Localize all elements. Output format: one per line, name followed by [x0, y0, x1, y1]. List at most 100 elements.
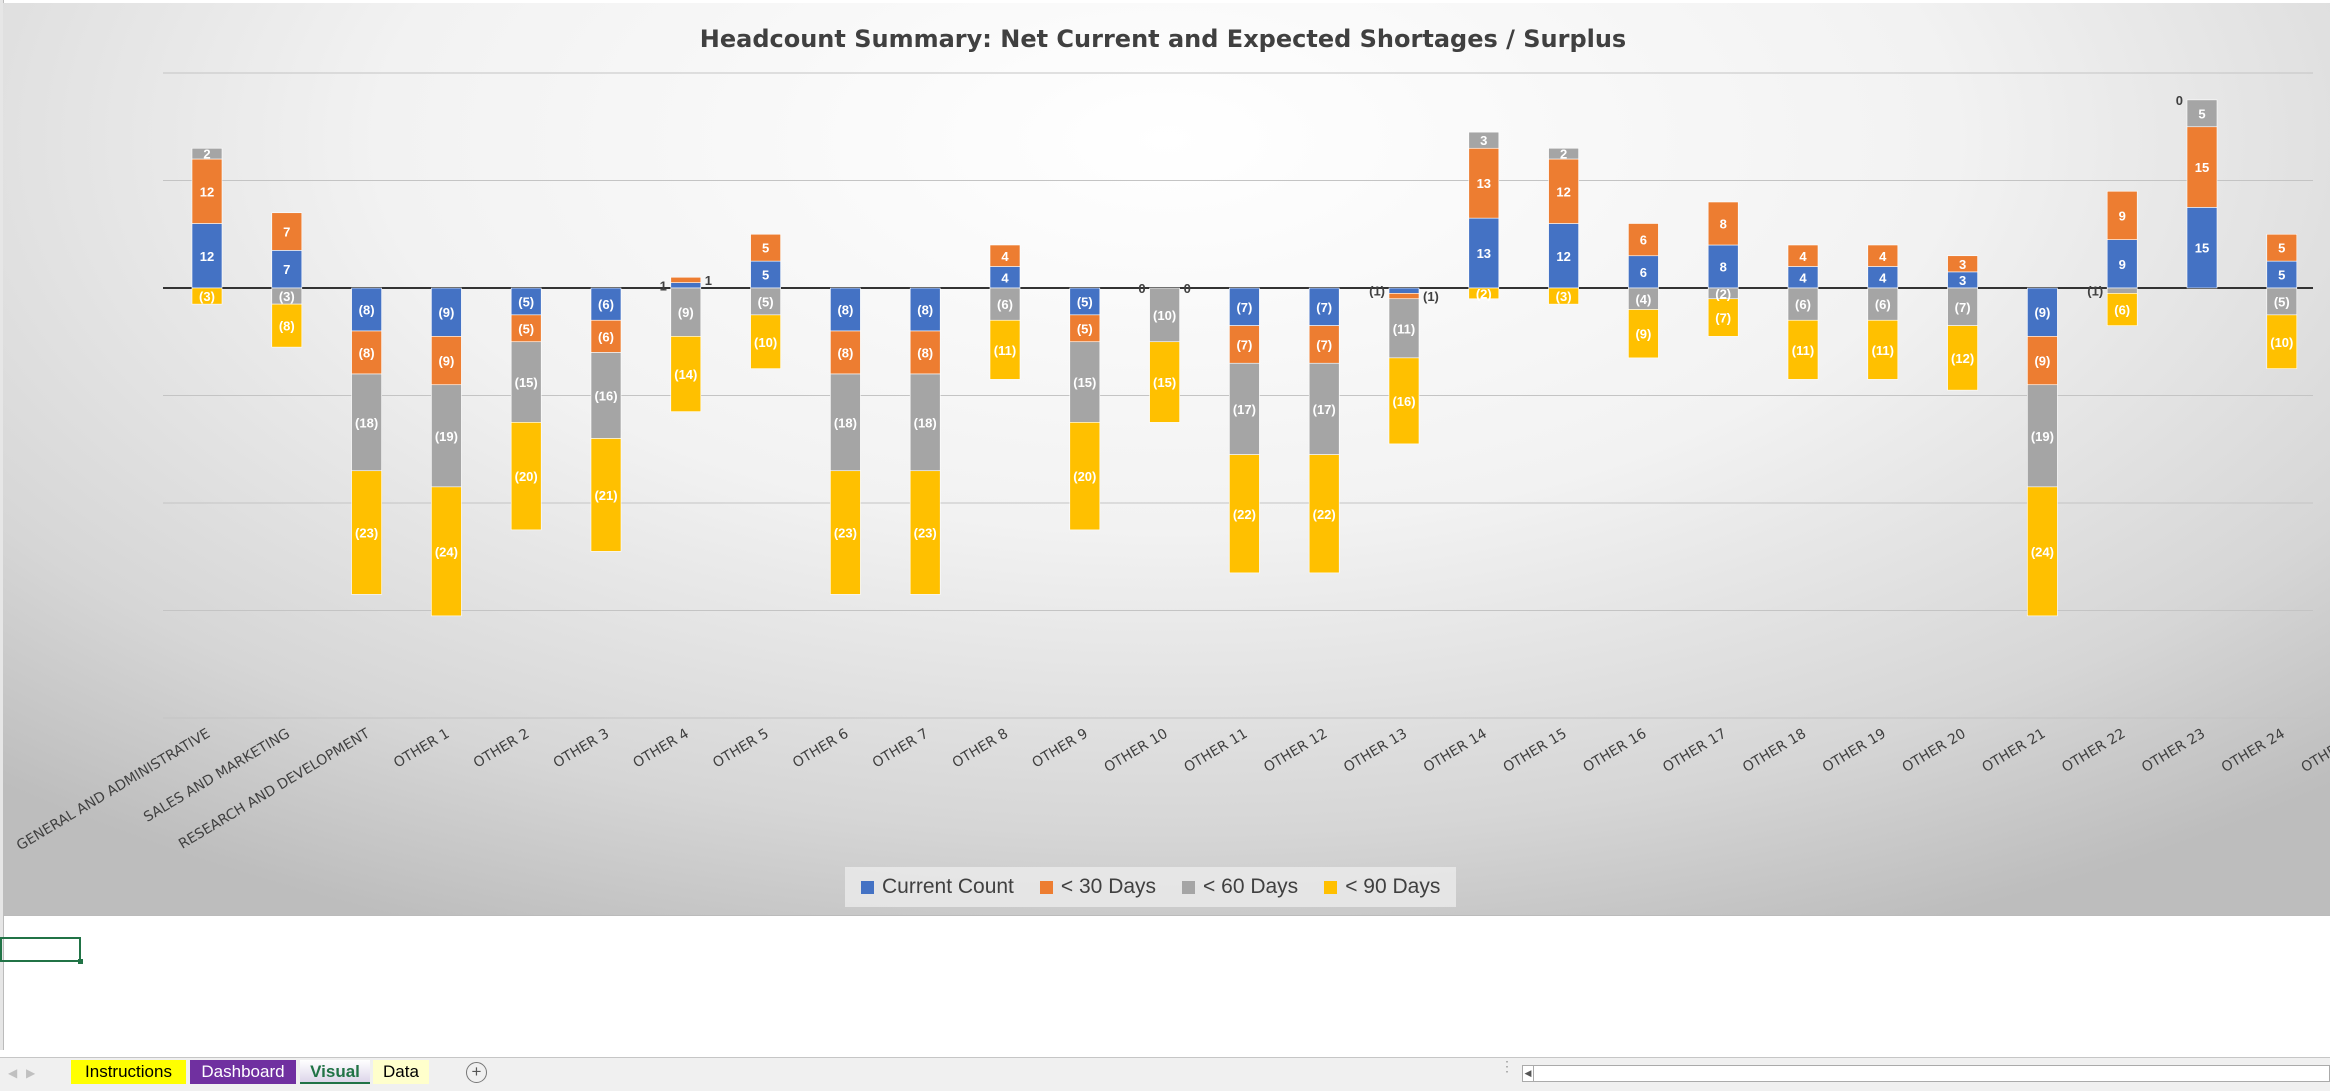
add-sheet-button[interactable]: + [466, 1062, 487, 1083]
bar-segment[interactable] [191, 158, 223, 224]
bar-segment[interactable] [1548, 287, 1579, 305]
bar-segment[interactable] [351, 287, 382, 332]
bar-segment[interactable] [1867, 287, 1899, 321]
bar-segment[interactable] [909, 470, 941, 595]
horizontal-scrollbar[interactable]: ◀ [1522, 1065, 2330, 1082]
bar-segment[interactable] [1388, 357, 1420, 445]
bar-segment[interactable] [431, 287, 462, 337]
bar-segment[interactable] [191, 147, 223, 160]
bar-segment[interactable] [2027, 336, 2058, 386]
bar-segment[interactable] [1468, 131, 1500, 149]
bar-segment[interactable] [1308, 287, 1340, 326]
bar-segment[interactable] [1787, 319, 1819, 380]
bar-segment[interactable] [989, 287, 1021, 321]
bar-segment[interactable] [1388, 287, 1420, 294]
bar-segment[interactable] [830, 287, 861, 332]
bar-segment[interactable] [1388, 298, 1420, 359]
bar-segment[interactable] [2266, 233, 2298, 262]
bar-segment[interactable] [670, 276, 702, 283]
bar-segment[interactable] [1308, 454, 1340, 574]
bar-segment[interactable] [670, 282, 702, 289]
selected-cell[interactable] [0, 937, 81, 962]
bar-segment[interactable] [2027, 287, 2058, 337]
bar-segment[interactable] [510, 287, 542, 316]
bar-segment[interactable] [909, 287, 941, 332]
bar-segment[interactable] [510, 314, 542, 343]
bar-segment[interactable] [191, 287, 223, 305]
bar-segment[interactable] [590, 319, 622, 353]
bar-segment[interactable] [1069, 341, 1101, 423]
bar-segment[interactable] [1947, 325, 1978, 391]
bar-segment[interactable] [271, 250, 303, 289]
bar-segment[interactable] [1787, 287, 1819, 321]
bar-segment[interactable] [510, 422, 542, 531]
bar-segment[interactable] [2186, 99, 2218, 128]
data-label: (12) [1951, 351, 1974, 366]
tab-visual[interactable]: Visual [300, 1060, 370, 1084]
bar-segment[interactable] [590, 438, 622, 552]
bar-segment[interactable] [271, 303, 303, 348]
bar-segment[interactable] [1308, 362, 1340, 455]
scroll-left-icon[interactable]: ◀ [1523, 1066, 1534, 1081]
bar-segment[interactable] [1628, 223, 1659, 257]
bar-segment[interactable] [1707, 201, 1739, 246]
bar-segment[interactable] [1947, 287, 1978, 326]
bar-segment[interactable] [431, 384, 462, 488]
bar-segment[interactable] [191, 223, 223, 289]
bar-segment[interactable] [1069, 422, 1101, 531]
bar-segment[interactable] [2106, 287, 2138, 294]
tab-dashboard[interactable]: Dashboard [190, 1060, 296, 1084]
bar-segment[interactable] [670, 336, 702, 412]
bar-segment[interactable] [1787, 244, 1819, 267]
bar-segment[interactable] [989, 319, 1021, 380]
bar-segment[interactable] [2106, 190, 2138, 240]
bar-segment[interactable] [2266, 314, 2298, 369]
bar-segment[interactable] [1628, 255, 1659, 289]
bar-segment[interactable] [431, 486, 462, 617]
bar-segment[interactable] [1308, 325, 1340, 364]
bar-segment[interactable] [1468, 147, 1500, 219]
bar-segment[interactable] [1548, 158, 1579, 224]
bar-segment[interactable] [750, 314, 781, 369]
chart-area[interactable]: Headcount Summary: Net Current and Expec… [3, 3, 2330, 916]
bar-segment[interactable] [989, 244, 1021, 267]
bar-segment[interactable] [830, 373, 861, 472]
bar-segment[interactable] [351, 373, 382, 472]
bar-segment[interactable] [750, 233, 781, 262]
bar-segment[interactable] [830, 470, 861, 595]
bar-segment[interactable] [1468, 287, 1500, 300]
bar-segment[interactable] [1947, 255, 1978, 273]
next-sheet-icon[interactable]: ▶ [26, 1066, 36, 1080]
tab-instructions[interactable]: Instructions [71, 1060, 186, 1084]
bar-segment[interactable] [1388, 293, 1420, 300]
bar-segment[interactable] [2027, 486, 2058, 617]
bar-segment[interactable] [1548, 147, 1579, 160]
bar-segment[interactable] [1149, 287, 1180, 343]
bar-segment[interactable] [1867, 319, 1899, 380]
bar-segment[interactable] [1867, 244, 1899, 267]
bar-segment[interactable] [590, 287, 622, 321]
fill-handle[interactable] [78, 959, 83, 964]
bar-segment[interactable] [1229, 454, 1260, 574]
bar-segment[interactable] [2106, 293, 2138, 326]
splitter-handle-icon[interactable]: ⋮ [1500, 1058, 1514, 1074]
tab-data[interactable]: Data [373, 1060, 429, 1084]
bar-segment[interactable] [670, 287, 702, 337]
bar-segment[interactable] [2186, 207, 2218, 289]
bar-segment[interactable] [351, 470, 382, 595]
bar-segment[interactable] [2266, 260, 2298, 289]
bar-segment[interactable] [1229, 287, 1260, 326]
bar-segment[interactable] [909, 373, 941, 472]
bar-segment[interactable] [1628, 309, 1659, 359]
bar-segment[interactable] [351, 330, 382, 375]
bar-segment[interactable] [431, 336, 462, 386]
bar-segment[interactable] [590, 352, 622, 439]
bar-segment[interactable] [1229, 325, 1260, 364]
bar-segment[interactable] [271, 212, 303, 251]
bar-segment[interactable] [510, 341, 542, 423]
prev-sheet-icon[interactable]: ◀ [8, 1066, 18, 1080]
bar-segment[interactable] [1468, 217, 1500, 289]
bar-segment[interactable] [1707, 298, 1739, 337]
bar-segment[interactable] [750, 287, 781, 316]
bar-segment[interactable] [1149, 341, 1180, 423]
